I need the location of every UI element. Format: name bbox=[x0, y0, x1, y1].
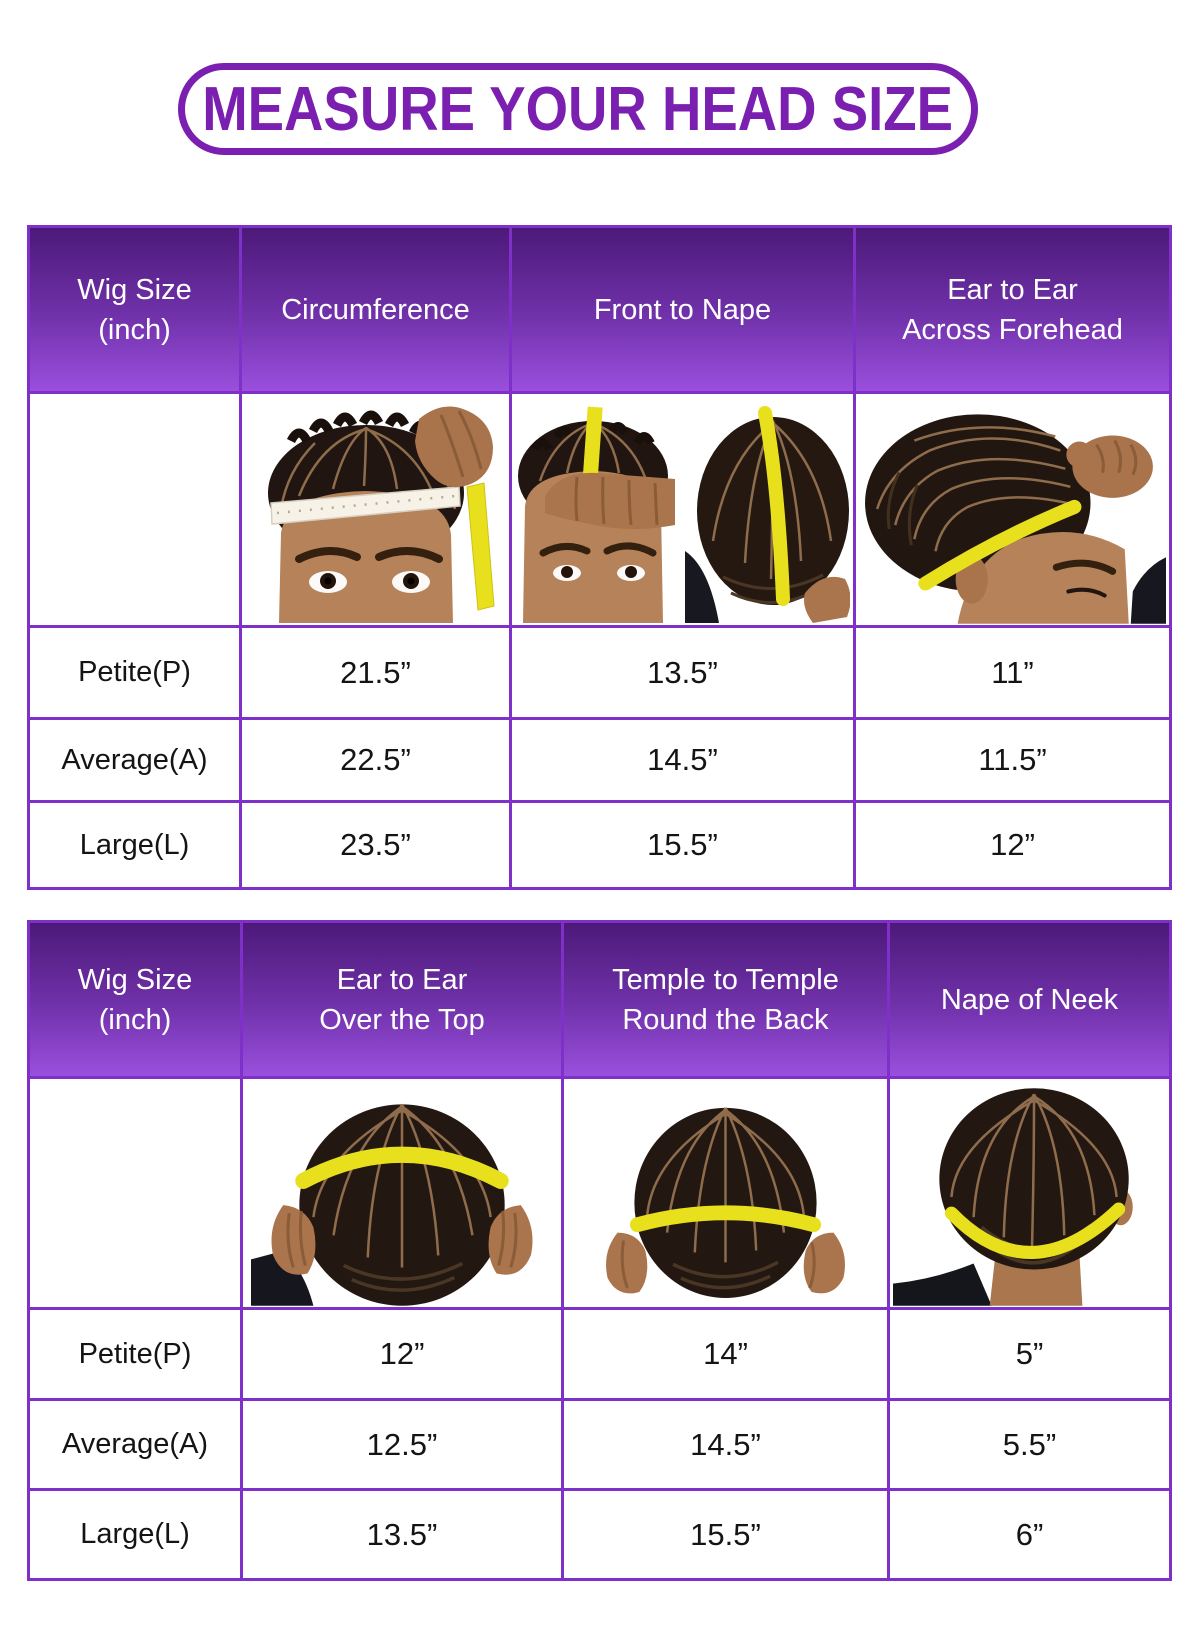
t2-row-label: Large(L) bbox=[30, 1491, 240, 1578]
t1-value: 22.5” bbox=[242, 720, 509, 800]
t1-value: 21.5” bbox=[242, 628, 509, 717]
t1-image-empty-cell bbox=[30, 394, 239, 625]
t1-value: 12” bbox=[856, 803, 1169, 887]
t2-row-label: Petite(P) bbox=[30, 1310, 240, 1398]
t2-value: 12.5” bbox=[243, 1401, 561, 1488]
t1-row-label: Large(L) bbox=[30, 803, 239, 887]
t2-value: 5” bbox=[890, 1310, 1169, 1398]
circumference-photo bbox=[242, 394, 509, 625]
t2-header-wig-size: Wig Size (inch) bbox=[30, 923, 240, 1076]
nape-of-neck-photo bbox=[890, 1079, 1169, 1307]
temple-to-temple-photo bbox=[564, 1079, 887, 1307]
t2-value: 6” bbox=[890, 1491, 1169, 1578]
t2-header-temple-to-temple: Temple to Temple Round the Back bbox=[564, 923, 887, 1076]
t1-row-label: Average(A) bbox=[30, 720, 239, 800]
t2-value: 14” bbox=[564, 1310, 887, 1398]
t2-row-label: Average(A) bbox=[30, 1401, 240, 1488]
t1-value: 13.5” bbox=[512, 628, 853, 717]
t1-header-circumference: Circumference bbox=[242, 228, 509, 391]
t1-value: 11.5” bbox=[856, 720, 1169, 800]
t1-header-wig-size: Wig Size (inch) bbox=[30, 228, 239, 391]
size-table-2: Wig Size (inch) Ear to Ear Over the Top … bbox=[27, 920, 1172, 1581]
front-to-nape-photo bbox=[512, 394, 853, 625]
t1-value: 15.5” bbox=[512, 803, 853, 887]
t1-value: 11” bbox=[856, 628, 1169, 717]
t2-header-nape-of-neck: Nape of Neek bbox=[890, 923, 1169, 1076]
t2-value: 14.5” bbox=[564, 1401, 887, 1488]
t2-value: 13.5” bbox=[243, 1491, 561, 1578]
t1-header-front-to-nape: Front to Nape bbox=[512, 228, 853, 391]
t2-value: 12” bbox=[243, 1310, 561, 1398]
size-table-1: Wig Size (inch) Circumference Front to N… bbox=[27, 225, 1172, 890]
t1-row-label: Petite(P) bbox=[30, 628, 239, 717]
page-title: MEASURE YOUR HEAD SIZE bbox=[202, 74, 954, 144]
ear-to-ear-across-forehead-photo bbox=[856, 394, 1169, 625]
t1-header-ear-to-ear-forehead: Ear to Ear Across Forehead bbox=[856, 228, 1169, 391]
t2-value: 15.5” bbox=[564, 1491, 887, 1578]
t1-value: 14.5” bbox=[512, 720, 853, 800]
t2-value: 5.5” bbox=[890, 1401, 1169, 1488]
t2-image-empty-cell bbox=[30, 1079, 240, 1307]
t2-header-ear-to-ear-over-top: Ear to Ear Over the Top bbox=[243, 923, 561, 1076]
title-box: MEASURE YOUR HEAD SIZE bbox=[178, 63, 978, 155]
t1-value: 23.5” bbox=[242, 803, 509, 887]
ear-to-ear-over-top-photo bbox=[243, 1079, 561, 1307]
